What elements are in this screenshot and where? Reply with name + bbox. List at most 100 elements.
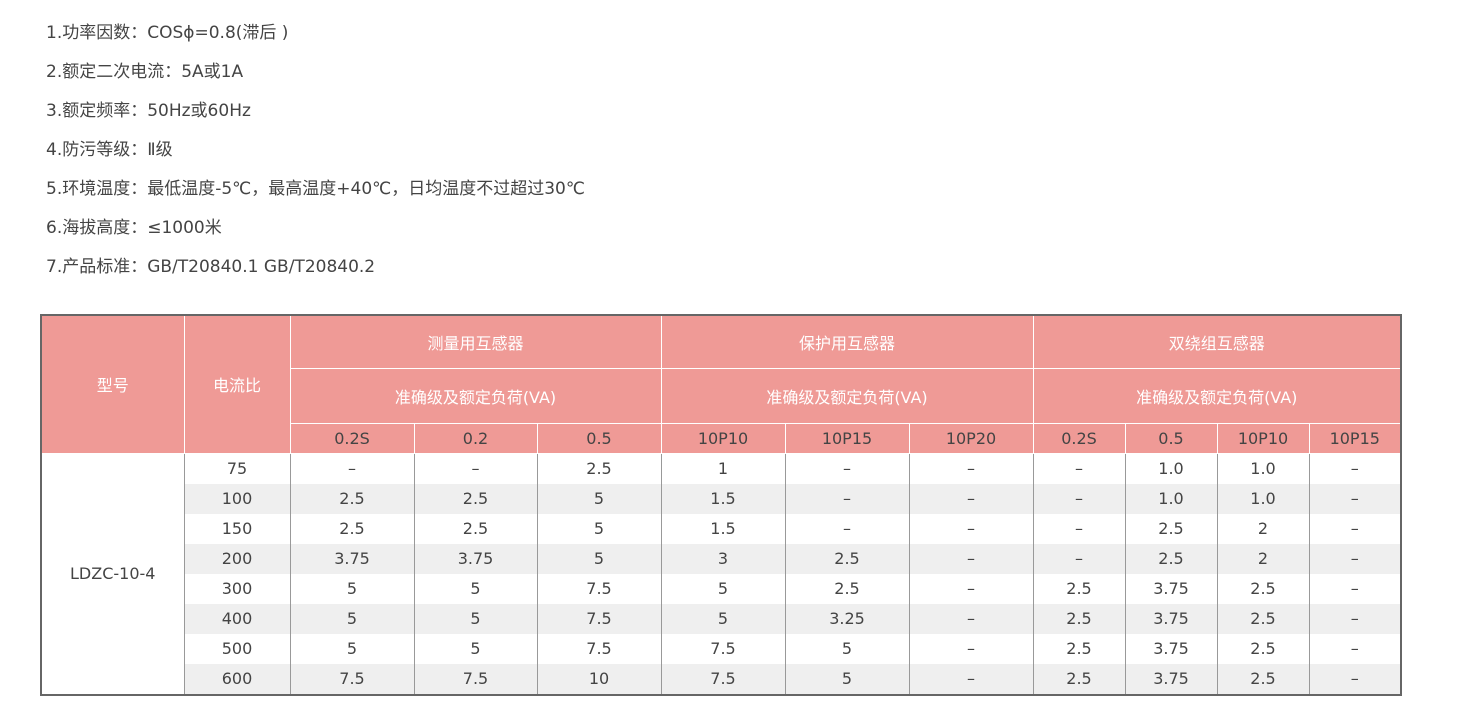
value-cell: 2.5 — [413, 483, 538, 514]
value-cell: 1.0 — [1216, 483, 1310, 514]
ratio-header: 电流比 — [183, 314, 291, 454]
value-cell: 2 — [1216, 513, 1310, 544]
value-cell: 2.5 — [1124, 513, 1218, 544]
ratio-cell: 75 — [183, 453, 291, 484]
ratio-cell: 200 — [183, 543, 291, 574]
value-cell: 7.5 — [413, 663, 538, 695]
value-cell: 1.0 — [1124, 453, 1218, 484]
table-row: 100 2.5 2.5 5 1.5– – –1.0 1.0– — [41, 483, 1402, 514]
value-cell: – — [1308, 663, 1402, 695]
class-header: 0.2S — [1032, 422, 1126, 454]
value-cell: 7.5 — [289, 663, 415, 695]
value-cell: – — [1308, 633, 1402, 664]
value-cell: 5 — [289, 603, 415, 634]
value-cell: – — [908, 453, 1034, 484]
value-cell: 2.5 — [1216, 573, 1310, 604]
spec-item: 4.防污等级：Ⅱ级 — [46, 140, 173, 160]
spec-list: 1.功率因数：COSϕ=0.8(滞后 ) 2.额定二次电流：5A或1A 3.额定… — [46, 20, 585, 293]
value-cell: – — [1032, 543, 1126, 574]
class-header: 0.2S — [289, 422, 415, 454]
value-cell: 3.75 — [1124, 663, 1218, 695]
value-cell: 5 — [289, 573, 415, 604]
value-cell: 3.75 — [289, 543, 415, 574]
value-cell: 2.5 — [784, 543, 910, 574]
value-cell: 2.5 — [1124, 543, 1218, 574]
value-cell: 2.5 — [1216, 603, 1310, 634]
value-cell: – — [784, 483, 910, 514]
value-cell: 1.5 — [660, 483, 786, 514]
ratio-cell: 300 — [183, 573, 291, 604]
value-cell: – — [908, 483, 1034, 514]
value-cell: – — [1032, 513, 1126, 544]
class-header: 0.5 — [536, 422, 662, 454]
value-cell: 5 — [413, 573, 538, 604]
spec-item: 7.产品标准：GB/T20840.1 GB/T20840.2 — [46, 257, 376, 277]
value-cell: 5 — [413, 633, 538, 664]
value-cell: – — [289, 453, 415, 484]
value-cell: – — [908, 513, 1034, 544]
value-cell: 1.5 — [660, 513, 786, 544]
class-header: 10P20 — [908, 422, 1034, 454]
table-row: 500 5 5 7.5 7.5 5–2.5 3.75 2.5– — [41, 633, 1402, 664]
value-cell: 5 — [289, 633, 415, 664]
value-cell: 3.75 — [413, 543, 538, 574]
value-cell: – — [784, 453, 910, 484]
value-cell: 5 — [660, 573, 786, 604]
group-subheader: 准确级及额定负荷(VA) — [660, 367, 1034, 424]
value-cell: – — [908, 603, 1034, 634]
value-cell: – — [1308, 543, 1402, 574]
value-cell: 7.5 — [536, 633, 662, 664]
model-header: 型号 — [40, 314, 185, 454]
value-cell: 1.0 — [1124, 483, 1218, 514]
spec-table: 型号 电流比 测量用互感器 保护用互感器 双绕组互感器 准确级及额定负荷(VA)… — [40, 314, 1402, 696]
table-row: 150 2.5 2.5 5 1.5– – –2.5 2– — [41, 513, 1402, 544]
value-cell: 2.5 — [1032, 573, 1126, 604]
group-header: 测量用互感器 — [289, 314, 662, 369]
table-row: 600 7.5 7.5 10 7.5 5–2.5 3.75 2.5– — [41, 663, 1402, 695]
value-cell: 10 — [536, 663, 662, 695]
value-cell: 5 — [784, 663, 910, 695]
value-cell: 2.5 — [1032, 633, 1126, 664]
value-cell: 2.5 — [289, 483, 415, 514]
spec-item: 6.海拔高度：≤1000米 — [46, 218, 222, 238]
value-cell: – — [1032, 483, 1126, 514]
value-cell: 2.5 — [1032, 663, 1126, 695]
value-cell: 5 — [413, 603, 538, 634]
value-cell: – — [908, 633, 1034, 664]
value-cell: 2.5 — [1216, 633, 1310, 664]
spec-item: 3.额定频率：50Hz或60Hz — [46, 101, 251, 121]
table-row: 300 5 5 7.5 5 2.5–2.5 3.75 2.5– — [41, 573, 1402, 604]
value-cell: – — [1308, 603, 1402, 634]
value-cell: – — [908, 543, 1034, 574]
value-cell: 5 — [536, 543, 662, 574]
ratio-cell: 500 — [183, 633, 291, 664]
value-cell: 2.5 — [413, 513, 538, 544]
value-cell: 5 — [660, 603, 786, 634]
table-row: 200 3.75 3.75 5 3 2.5– –2.5 2– — [41, 543, 1402, 574]
value-cell: – — [908, 573, 1034, 604]
table-row: LDZC-10-4 75– –2.5 1– – –1.0 1.0– — [40, 453, 1402, 695]
value-cell: 3.75 — [1124, 603, 1218, 634]
value-cell: 2.5 — [1216, 663, 1310, 695]
group-header: 双绕组互感器 — [1032, 314, 1402, 369]
value-cell: 2.5 — [784, 573, 910, 604]
class-header: 10P15 — [784, 422, 910, 454]
spec-item: 2.额定二次电流：5A或1A — [46, 62, 244, 82]
value-cell: 2.5 — [536, 453, 662, 484]
model-cell: LDZC-10-4 — [40, 453, 185, 695]
value-cell: 3.75 — [1124, 573, 1218, 604]
class-header: 10P10 — [1216, 422, 1310, 454]
value-cell: – — [1308, 483, 1402, 514]
value-cell: 2.5 — [289, 513, 415, 544]
class-header: 10P10 — [660, 422, 786, 454]
value-cell: – — [1308, 513, 1402, 544]
table-row: 400 5 5 7.5 5 3.25–2.5 3.75 2.5– — [41, 603, 1402, 634]
value-cell: 3.25 — [784, 603, 910, 634]
value-cell: 7.5 — [536, 603, 662, 634]
ratio-cell: 100 — [183, 483, 291, 514]
value-cell: 3 — [660, 543, 786, 574]
class-header: 0.2 — [413, 422, 538, 454]
group-header: 保护用互感器 — [660, 314, 1034, 369]
value-cell: 1.0 — [1216, 453, 1310, 484]
spec-item: 1.功率因数：COSϕ=0.8(滞后 ) — [46, 23, 289, 43]
